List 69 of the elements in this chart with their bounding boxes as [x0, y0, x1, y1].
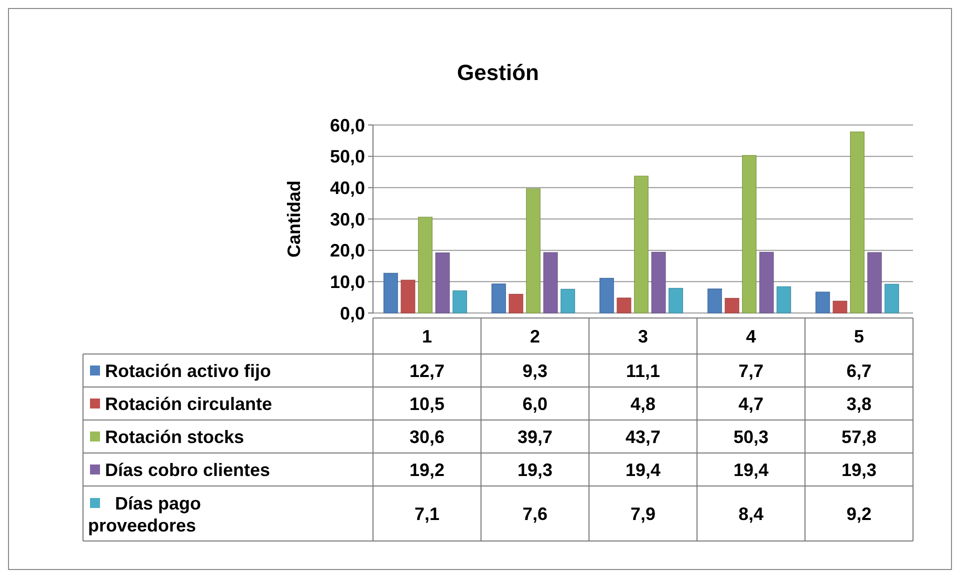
data-label: 12,7 [409, 360, 445, 381]
data-label: 50,3 [733, 426, 769, 447]
data-label: 7,6 [522, 504, 548, 524]
data-label: 7,9 [630, 504, 656, 524]
bar [384, 272, 398, 314]
bar [418, 216, 432, 314]
bar [543, 252, 558, 314]
legend-label: Días cobro clientes [105, 460, 270, 480]
data-label: 11,1 [626, 360, 660, 381]
bar [600, 278, 614, 314]
data-label: 19,3 [517, 460, 553, 480]
bar [850, 132, 864, 314]
data-label: 19,4 [625, 460, 661, 480]
x-tick-label: 1 [422, 326, 432, 346]
data-label: 39,7 [517, 426, 553, 447]
y-tick-label: 0,0 [340, 303, 365, 324]
bar [435, 252, 450, 314]
data-label: 4,8 [630, 394, 656, 414]
bar [867, 252, 882, 314]
bar [816, 292, 830, 314]
legend-label: Días pago proveedores [88, 493, 202, 536]
x-tick-label: 3 [638, 326, 648, 346]
chart-title: Gestión [457, 60, 539, 85]
bar [651, 252, 666, 314]
bar [742, 155, 756, 314]
data-label: 43,7 [625, 426, 661, 447]
bar [400, 280, 416, 314]
bar [668, 288, 684, 314]
legend-label: Rotación activo fijo [105, 360, 272, 381]
x-tick-label: 4 [746, 326, 756, 346]
bar [759, 252, 774, 314]
bar [452, 290, 468, 314]
data-label: 3,8 [846, 394, 872, 414]
bar [884, 284, 900, 314]
x-tick-label: 5 [854, 326, 864, 346]
y-tick-label: 60,0 [330, 115, 365, 136]
y-tick-label: 10,0 [330, 272, 365, 292]
bar [508, 294, 524, 314]
legend-label: Rotación circulante [105, 394, 272, 414]
bar [492, 284, 506, 314]
y-tick-label: 20,0 [330, 240, 365, 261]
data-label: 9,2 [846, 504, 872, 524]
data-label: 57,8 [841, 426, 877, 447]
bar [776, 286, 792, 314]
data-label: 19,2 [409, 460, 445, 480]
data-label: 10,5 [409, 394, 445, 414]
data-label: 7,7 [738, 360, 764, 381]
data-label: 4,7 [738, 394, 764, 414]
data-label: 7,1 [414, 504, 440, 524]
x-tick-label: 2 [530, 326, 540, 346]
bar [708, 288, 722, 314]
bar [634, 176, 648, 314]
bar [832, 300, 848, 314]
data-label: 19,3 [841, 460, 877, 480]
bar [616, 298, 632, 314]
data-label: 19,4 [733, 460, 769, 480]
y-tick-label: 40,0 [330, 178, 365, 198]
bar [724, 298, 740, 314]
bar [560, 288, 576, 314]
data-label: 30,6 [409, 426, 445, 447]
data-label: 6,0 [522, 394, 548, 414]
y-axis-title: Cantidad [284, 180, 304, 258]
data-label: 6,7 [846, 360, 872, 381]
y-tick-label: 30,0 [330, 209, 365, 230]
data-label: 8,4 [738, 504, 764, 524]
y-tick-label: 50,0 [330, 146, 365, 167]
legend-label: Rotación stocks [105, 426, 244, 447]
data-label: 9,3 [522, 360, 548, 381]
bar [526, 188, 540, 314]
